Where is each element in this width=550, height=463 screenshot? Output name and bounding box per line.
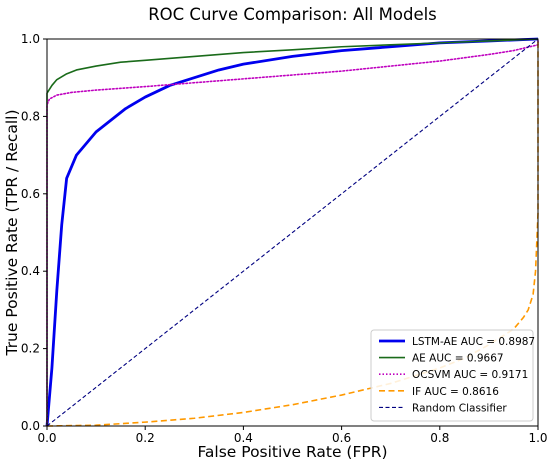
y-axis-title: True Positive Rate (TPR / Recall) <box>3 110 21 357</box>
x-axis-title: False Positive Rate (FPR) <box>197 443 387 461</box>
legend-label: LSTM-AE AUC = 0.8987 <box>412 336 535 348</box>
legend-label: Random Classifier <box>412 402 507 414</box>
x-tick-label: 0.8 <box>430 431 449 445</box>
legend: LSTM-AE AUC = 0.8987 AE AUC = 0.9667 OCSVM… <box>370 329 535 422</box>
chart-title: ROC Curve Comparison: All Models <box>148 5 437 24</box>
legend-box <box>370 329 534 422</box>
y-tick-label: 0.6 <box>21 187 40 201</box>
y-tick-label: 0.8 <box>21 109 40 123</box>
series-line-2 <box>46 38 539 427</box>
legend-label: AE AUC = 0.9667 <box>412 353 504 365</box>
series-line-4 <box>46 38 539 427</box>
y-tick-label: 0.0 <box>21 419 40 433</box>
x-tick-label: 0.4 <box>234 431 253 445</box>
series-line-1 <box>46 38 539 426</box>
y-tick-label: 1.0 <box>21 32 40 46</box>
axes: 0.0 0.2 0.4 0.6 0.8 1.0 0.0 0.2 0.4 0.6 0.8 1.0 <box>21 32 548 445</box>
series-line-0 <box>45 37 539 427</box>
plot-frame <box>46 38 539 427</box>
legend-label: OCSVM AUC = 0.9171 <box>412 369 528 381</box>
y-tick-label: 0.4 <box>21 264 40 278</box>
y-tick-label: 0.2 <box>21 342 40 356</box>
x-tick-label: 0.2 <box>136 431 155 445</box>
x-tick-label: 0.0 <box>37 431 56 445</box>
legend-label: IF AUC = 0.8616 <box>412 386 499 398</box>
x-tick-label: 1.0 <box>528 431 547 445</box>
x-tick-label: 0.6 <box>332 431 351 445</box>
